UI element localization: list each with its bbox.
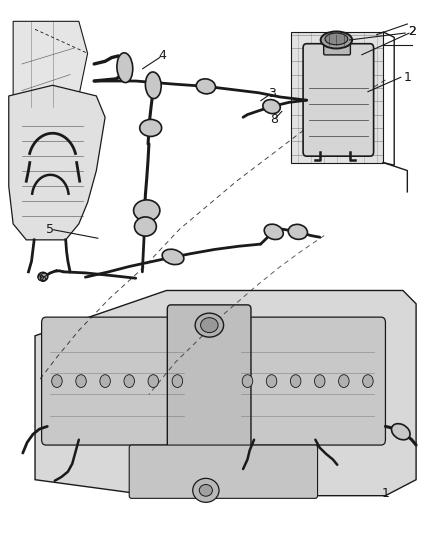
Ellipse shape [264,224,283,239]
Ellipse shape [134,200,160,221]
Text: 1: 1 [403,71,411,84]
Text: 3: 3 [268,87,276,100]
Polygon shape [13,21,88,117]
Circle shape [339,375,349,387]
Circle shape [76,375,86,387]
Circle shape [363,375,373,387]
Circle shape [314,375,325,387]
Ellipse shape [193,479,219,502]
Text: 6: 6 [38,272,46,285]
Polygon shape [9,85,105,240]
Ellipse shape [196,79,215,94]
FancyBboxPatch shape [232,317,385,445]
Text: 8: 8 [270,114,278,126]
Circle shape [266,375,277,387]
Ellipse shape [134,217,156,236]
Circle shape [100,375,110,387]
FancyBboxPatch shape [291,32,383,163]
FancyBboxPatch shape [324,38,350,55]
FancyBboxPatch shape [167,305,251,457]
Ellipse shape [162,249,184,264]
Polygon shape [35,290,416,496]
Ellipse shape [288,224,307,239]
Ellipse shape [263,100,280,114]
Ellipse shape [38,272,48,281]
Ellipse shape [201,318,218,333]
Text: 1: 1 [381,487,389,499]
Text: 5: 5 [46,223,54,236]
Ellipse shape [38,275,43,280]
FancyBboxPatch shape [303,44,374,156]
Ellipse shape [199,484,212,496]
Circle shape [172,375,183,387]
Text: 2: 2 [408,26,416,38]
Ellipse shape [195,313,224,337]
FancyBboxPatch shape [42,317,195,445]
Ellipse shape [392,424,410,440]
Text: 4: 4 [158,50,166,62]
Text: 2: 2 [408,26,416,38]
Circle shape [290,375,301,387]
Ellipse shape [117,53,133,83]
Circle shape [242,375,253,387]
Circle shape [52,375,62,387]
Ellipse shape [321,31,352,49]
FancyBboxPatch shape [129,445,318,498]
Circle shape [124,375,134,387]
Ellipse shape [145,72,161,99]
Circle shape [148,375,159,387]
Ellipse shape [140,119,162,136]
Ellipse shape [325,33,348,45]
